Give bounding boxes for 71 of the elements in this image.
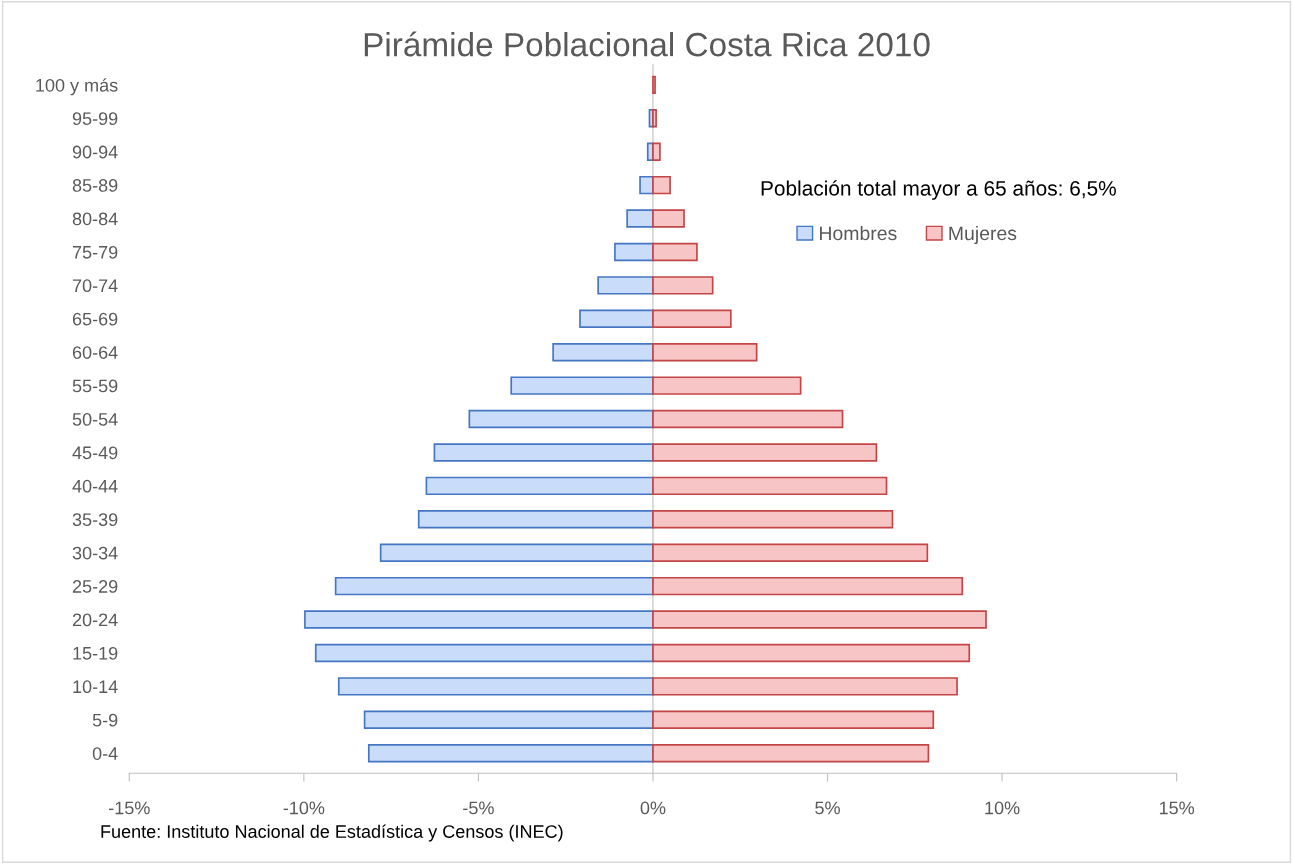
y-tick-label: 50-54 <box>72 412 118 426</box>
source-note: Fuente: Instituto Nacional de Estadística y Censos (INEC) <box>101 824 563 842</box>
y-tick-label: 100 y más <box>36 78 118 96</box>
bar <box>652 142 661 161</box>
y-tick-label: 40-44 <box>72 479 118 493</box>
bar <box>552 343 654 362</box>
y-tick-label: 60-64 <box>72 346 118 359</box>
x-tick-label: -10% <box>283 801 325 815</box>
x-tick-label: -15% <box>109 801 150 815</box>
bar <box>652 576 964 596</box>
x-tick-label: 10% <box>985 801 1020 815</box>
y-tick-label: 95-99 <box>72 112 118 125</box>
y-tick-label: 80-84 <box>72 212 118 226</box>
x-tick-label: 5% <box>815 801 840 815</box>
bar <box>652 677 958 696</box>
y-tick-label: 30-34 <box>72 546 118 560</box>
bar <box>652 643 971 663</box>
y-tick-label: 55-59 <box>72 379 118 393</box>
bar <box>337 677 654 696</box>
bar <box>379 543 654 562</box>
bar <box>468 409 654 429</box>
y-tick-label: 5-9 <box>92 713 118 727</box>
bar <box>652 476 888 496</box>
bar <box>314 643 654 663</box>
bar <box>652 409 844 429</box>
x-tick-label: 15% <box>1159 801 1195 815</box>
bar <box>597 276 654 295</box>
bar <box>614 242 654 262</box>
bar <box>652 543 929 562</box>
bar <box>652 710 935 729</box>
bar <box>652 175 671 195</box>
annotation: Población total mayor a 65 años: 6,5% <box>761 180 1116 200</box>
bar <box>652 510 894 529</box>
x-tick-label: 0% <box>640 801 666 815</box>
y-tick-label: 75-79 <box>72 245 118 259</box>
bar <box>652 209 685 228</box>
y-tick-label: 10-14 <box>73 680 118 694</box>
x-tick-label: -5% <box>463 801 494 815</box>
bar <box>652 75 656 95</box>
bar <box>652 276 714 295</box>
bar <box>304 610 654 629</box>
bar <box>579 309 654 328</box>
chart-title: Pirámide Poblacional Costa Rica 2010 <box>364 31 930 57</box>
bar <box>425 476 654 496</box>
bar <box>334 576 654 596</box>
y-tick-label: 15-19 <box>73 646 118 660</box>
y-tick-label: 45-49 <box>72 446 118 460</box>
y-tick-label: 65-69 <box>72 312 118 326</box>
y-tick-label: 20-24 <box>72 613 118 627</box>
bar <box>652 309 732 328</box>
bar <box>652 343 758 362</box>
bar <box>652 109 657 128</box>
y-tick-label: 35-39 <box>72 513 118 527</box>
y-tick-label: 25-29 <box>72 580 118 593</box>
legend-label: Mujeres <box>949 225 1017 245</box>
legend-label: Hombres <box>820 225 897 241</box>
y-tick-label: 85-89 <box>72 179 118 192</box>
y-tick-label: 70-74 <box>72 279 118 293</box>
bar <box>433 443 654 462</box>
bar <box>626 209 654 228</box>
bar <box>652 744 930 763</box>
bar <box>652 376 802 395</box>
bar <box>652 443 878 462</box>
bar <box>510 376 654 395</box>
bar <box>417 510 654 529</box>
y-tick-label: 90-94 <box>72 145 118 159</box>
y-tick-label: 0-4 <box>92 747 118 760</box>
bar <box>652 610 987 629</box>
bar <box>367 744 654 763</box>
bar <box>652 242 698 262</box>
bar <box>363 710 654 729</box>
